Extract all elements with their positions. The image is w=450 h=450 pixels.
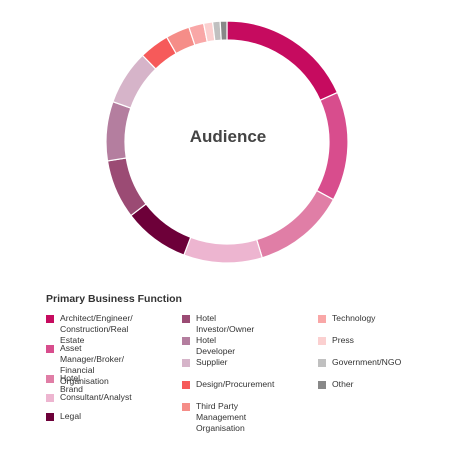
- donut-slice: [105, 100, 132, 162]
- legend-swatch: [318, 381, 326, 389]
- legend-swatch: [318, 315, 326, 323]
- legend-swatch: [46, 413, 54, 421]
- legend-swatch: [182, 381, 190, 389]
- legend-label: Design/Procurement: [196, 379, 275, 389]
- legend-swatch: [318, 359, 326, 367]
- donut-slice: [226, 20, 339, 102]
- legend-label: Press: [332, 335, 354, 345]
- legend-swatch: [182, 337, 190, 345]
- legend-item: Press: [318, 335, 354, 346]
- legend-item: Technology: [318, 313, 375, 324]
- legend-item: Hotel Investor/Owner: [182, 313, 254, 335]
- legend-label: Architect/Engineer/ Construction/Real Es…: [60, 313, 133, 345]
- legend-title: Primary Business Function: [46, 293, 182, 305]
- legend-item: Supplier: [182, 357, 228, 368]
- legend-label: Other: [332, 379, 354, 389]
- donut-slice: [315, 91, 349, 201]
- legend-label: Government/NGO: [332, 357, 402, 367]
- legend-swatch: [182, 315, 190, 323]
- legend-label: Hotel Developer: [196, 335, 236, 356]
- legend-item: Hotel Brand: [46, 373, 83, 395]
- legend-item: Third Party Management Organisation: [182, 401, 246, 434]
- legend-item: Legal: [46, 411, 81, 422]
- legend-swatch: [182, 359, 190, 367]
- donut-slice: [183, 236, 263, 264]
- legend-item: Asset Manager/Broker/ Financial Organisa…: [46, 343, 124, 387]
- donut-slice: [130, 203, 192, 256]
- legend-label: Hotel Investor/Owner: [196, 313, 255, 334]
- legend-label: Supplier: [196, 357, 228, 367]
- donut-slice: [112, 54, 157, 109]
- legend-item: Government/NGO: [318, 357, 401, 368]
- legend-swatch: [182, 403, 190, 411]
- legend-item: Hotel Developer: [182, 335, 235, 357]
- legend-label: Asset Manager/Broker/ Financial Organisa…: [60, 343, 125, 386]
- legend-label: Hotel Brand: [60, 373, 83, 394]
- legend-swatch: [46, 315, 54, 323]
- legend-swatch: [318, 337, 326, 345]
- legend-label: Technology: [332, 313, 376, 323]
- center-label: Audience: [189, 127, 267, 146]
- legend-item: Design/Procurement: [182, 379, 274, 390]
- donut-slice: [219, 20, 228, 41]
- legend-item: Architect/Engineer/ Construction/Real Es…: [46, 313, 133, 346]
- donut-slice: [255, 189, 335, 259]
- legend-swatch: [46, 375, 54, 383]
- donut-slice: [106, 157, 147, 217]
- legend-swatch: [46, 345, 54, 353]
- legend-item: Other: [318, 379, 354, 390]
- legend-swatch: [46, 394, 54, 402]
- legend-label: Consultant/Analyst: [60, 392, 132, 402]
- legend-label: Third Party Management Organisation: [196, 401, 247, 433]
- legend-item: Consultant/Analyst: [46, 392, 132, 403]
- legend-label: Legal: [60, 411, 82, 421]
